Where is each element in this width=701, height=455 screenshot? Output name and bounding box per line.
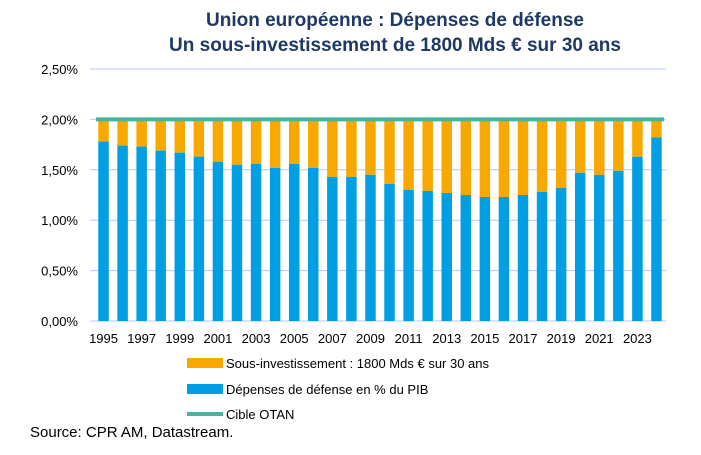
- bar-defense-spending: [269, 167, 281, 321]
- bar-defense-spending: [479, 197, 491, 321]
- bar-underinvestment: [155, 119, 166, 151]
- bar-defense-spending: [555, 187, 567, 321]
- legend-label-underinvestment: Sous-investissement : 1800 Mds € sur 30 …: [226, 356, 490, 371]
- x-tick-label: 2019: [547, 331, 576, 346]
- x-tick-label: 2005: [280, 331, 309, 346]
- legend-label-defense-spending: Dépenses de défense en % du PIB: [226, 382, 428, 397]
- legend-swatch-underinvestment: [187, 358, 223, 368]
- bar-underinvestment: [536, 119, 548, 192]
- legend-swatch-defense-spending: [187, 384, 223, 394]
- bar-underinvestment: [555, 119, 567, 188]
- x-tick-label: 2009: [356, 331, 385, 346]
- legend-label-nato-target: Cible OTAN: [226, 407, 294, 422]
- bar-underinvestment: [613, 119, 624, 171]
- x-tick-label: 2013: [432, 331, 461, 346]
- y-tick-label: 2,00%: [41, 112, 78, 127]
- y-tick-label: 0,00%: [41, 314, 78, 329]
- bar-underinvestment: [212, 119, 224, 162]
- x-tick-label: 2007: [318, 331, 347, 346]
- bar-underinvestment: [632, 119, 643, 157]
- bar-defense-spending: [346, 176, 357, 321]
- x-tick-label: 1997: [127, 331, 156, 346]
- bar-underinvestment: [422, 119, 433, 191]
- bar-defense-spending: [574, 172, 586, 321]
- bar-underinvestment: [98, 119, 109, 142]
- bar-defense-spending: [365, 174, 376, 321]
- bar-underinvestment: [193, 119, 205, 157]
- bar-defense-spending: [193, 156, 205, 321]
- bar-underinvestment: [288, 119, 300, 164]
- chart-subtitle: Un sous-investissement de 1800 Mds € sur…: [169, 35, 621, 56]
- legend: Sous-investissement : 1800 Mds € sur 30 …: [187, 356, 490, 422]
- bar-underinvestment: [594, 119, 605, 175]
- chart-title: Union européenne : Dépenses de défense: [206, 10, 584, 31]
- bar-underinvestment: [403, 119, 414, 190]
- bar-underinvestment: [250, 119, 262, 164]
- bar-underinvestment: [498, 119, 510, 198]
- bar-defense-spending: [403, 189, 414, 321]
- bar-underinvestment: [384, 119, 395, 184]
- y-tick-label: 2,50%: [41, 62, 78, 77]
- bar-defense-spending: [327, 176, 338, 321]
- x-tick-label: 2021: [585, 331, 614, 346]
- source-note: Source: CPR AM, Datastream.: [30, 424, 233, 441]
- y-tick-label: 1,50%: [41, 163, 78, 178]
- bar-underinvestment: [517, 119, 529, 195]
- bar-underinvestment: [117, 119, 128, 146]
- bar-defense-spending: [651, 137, 662, 321]
- bar-underinvestment: [651, 119, 662, 138]
- bar-defense-spending: [422, 190, 433, 321]
- x-tick-label: 2015: [470, 331, 499, 346]
- y-tick-label: 1,00%: [41, 213, 78, 228]
- bar-underinvestment: [574, 119, 586, 173]
- bar-underinvestment: [174, 119, 186, 153]
- bar-defense-spending: [498, 197, 510, 321]
- bar-defense-spending: [613, 170, 624, 321]
- bar-defense-spending: [536, 191, 548, 321]
- bar-underinvestment: [365, 119, 376, 175]
- bar-defense-spending: [174, 152, 186, 321]
- bar-defense-spending: [136, 146, 147, 321]
- bar-defense-spending: [250, 163, 262, 321]
- bar-defense-spending: [155, 150, 166, 321]
- y-tick-label: 0,50%: [41, 264, 78, 279]
- x-tick-label: 2003: [242, 331, 271, 346]
- bar-underinvestment: [269, 119, 281, 168]
- bar-defense-spending: [231, 164, 243, 321]
- bar-defense-spending: [117, 145, 128, 321]
- x-tick-label: 2011: [395, 331, 423, 346]
- bar-underinvestment: [460, 119, 472, 195]
- bar-underinvestment: [231, 119, 243, 165]
- x-tick-label: 2001: [203, 331, 232, 346]
- bar-underinvestment: [441, 119, 452, 193]
- bar-defense-spending: [288, 163, 300, 321]
- x-tick-label: 2023: [623, 331, 652, 346]
- x-tick-label: 1999: [165, 331, 194, 346]
- bar-defense-spending: [308, 167, 319, 321]
- bar-defense-spending: [632, 156, 643, 321]
- bar-underinvestment: [136, 119, 147, 147]
- bar-defense-spending: [98, 141, 109, 321]
- bar-defense-spending: [212, 161, 224, 321]
- bar-defense-spending: [384, 183, 395, 321]
- x-tick-label: 1995: [89, 331, 118, 346]
- bar-underinvestment: [479, 119, 491, 198]
- bar-underinvestment: [346, 119, 357, 177]
- bar-underinvestment: [327, 119, 338, 177]
- bar-underinvestment: [308, 119, 319, 168]
- x-tick-label: 2017: [509, 331, 538, 346]
- bar-defense-spending: [441, 192, 452, 321]
- bar-defense-spending: [594, 174, 605, 321]
- bar-defense-spending: [460, 195, 472, 321]
- bar-defense-spending: [517, 195, 529, 321]
